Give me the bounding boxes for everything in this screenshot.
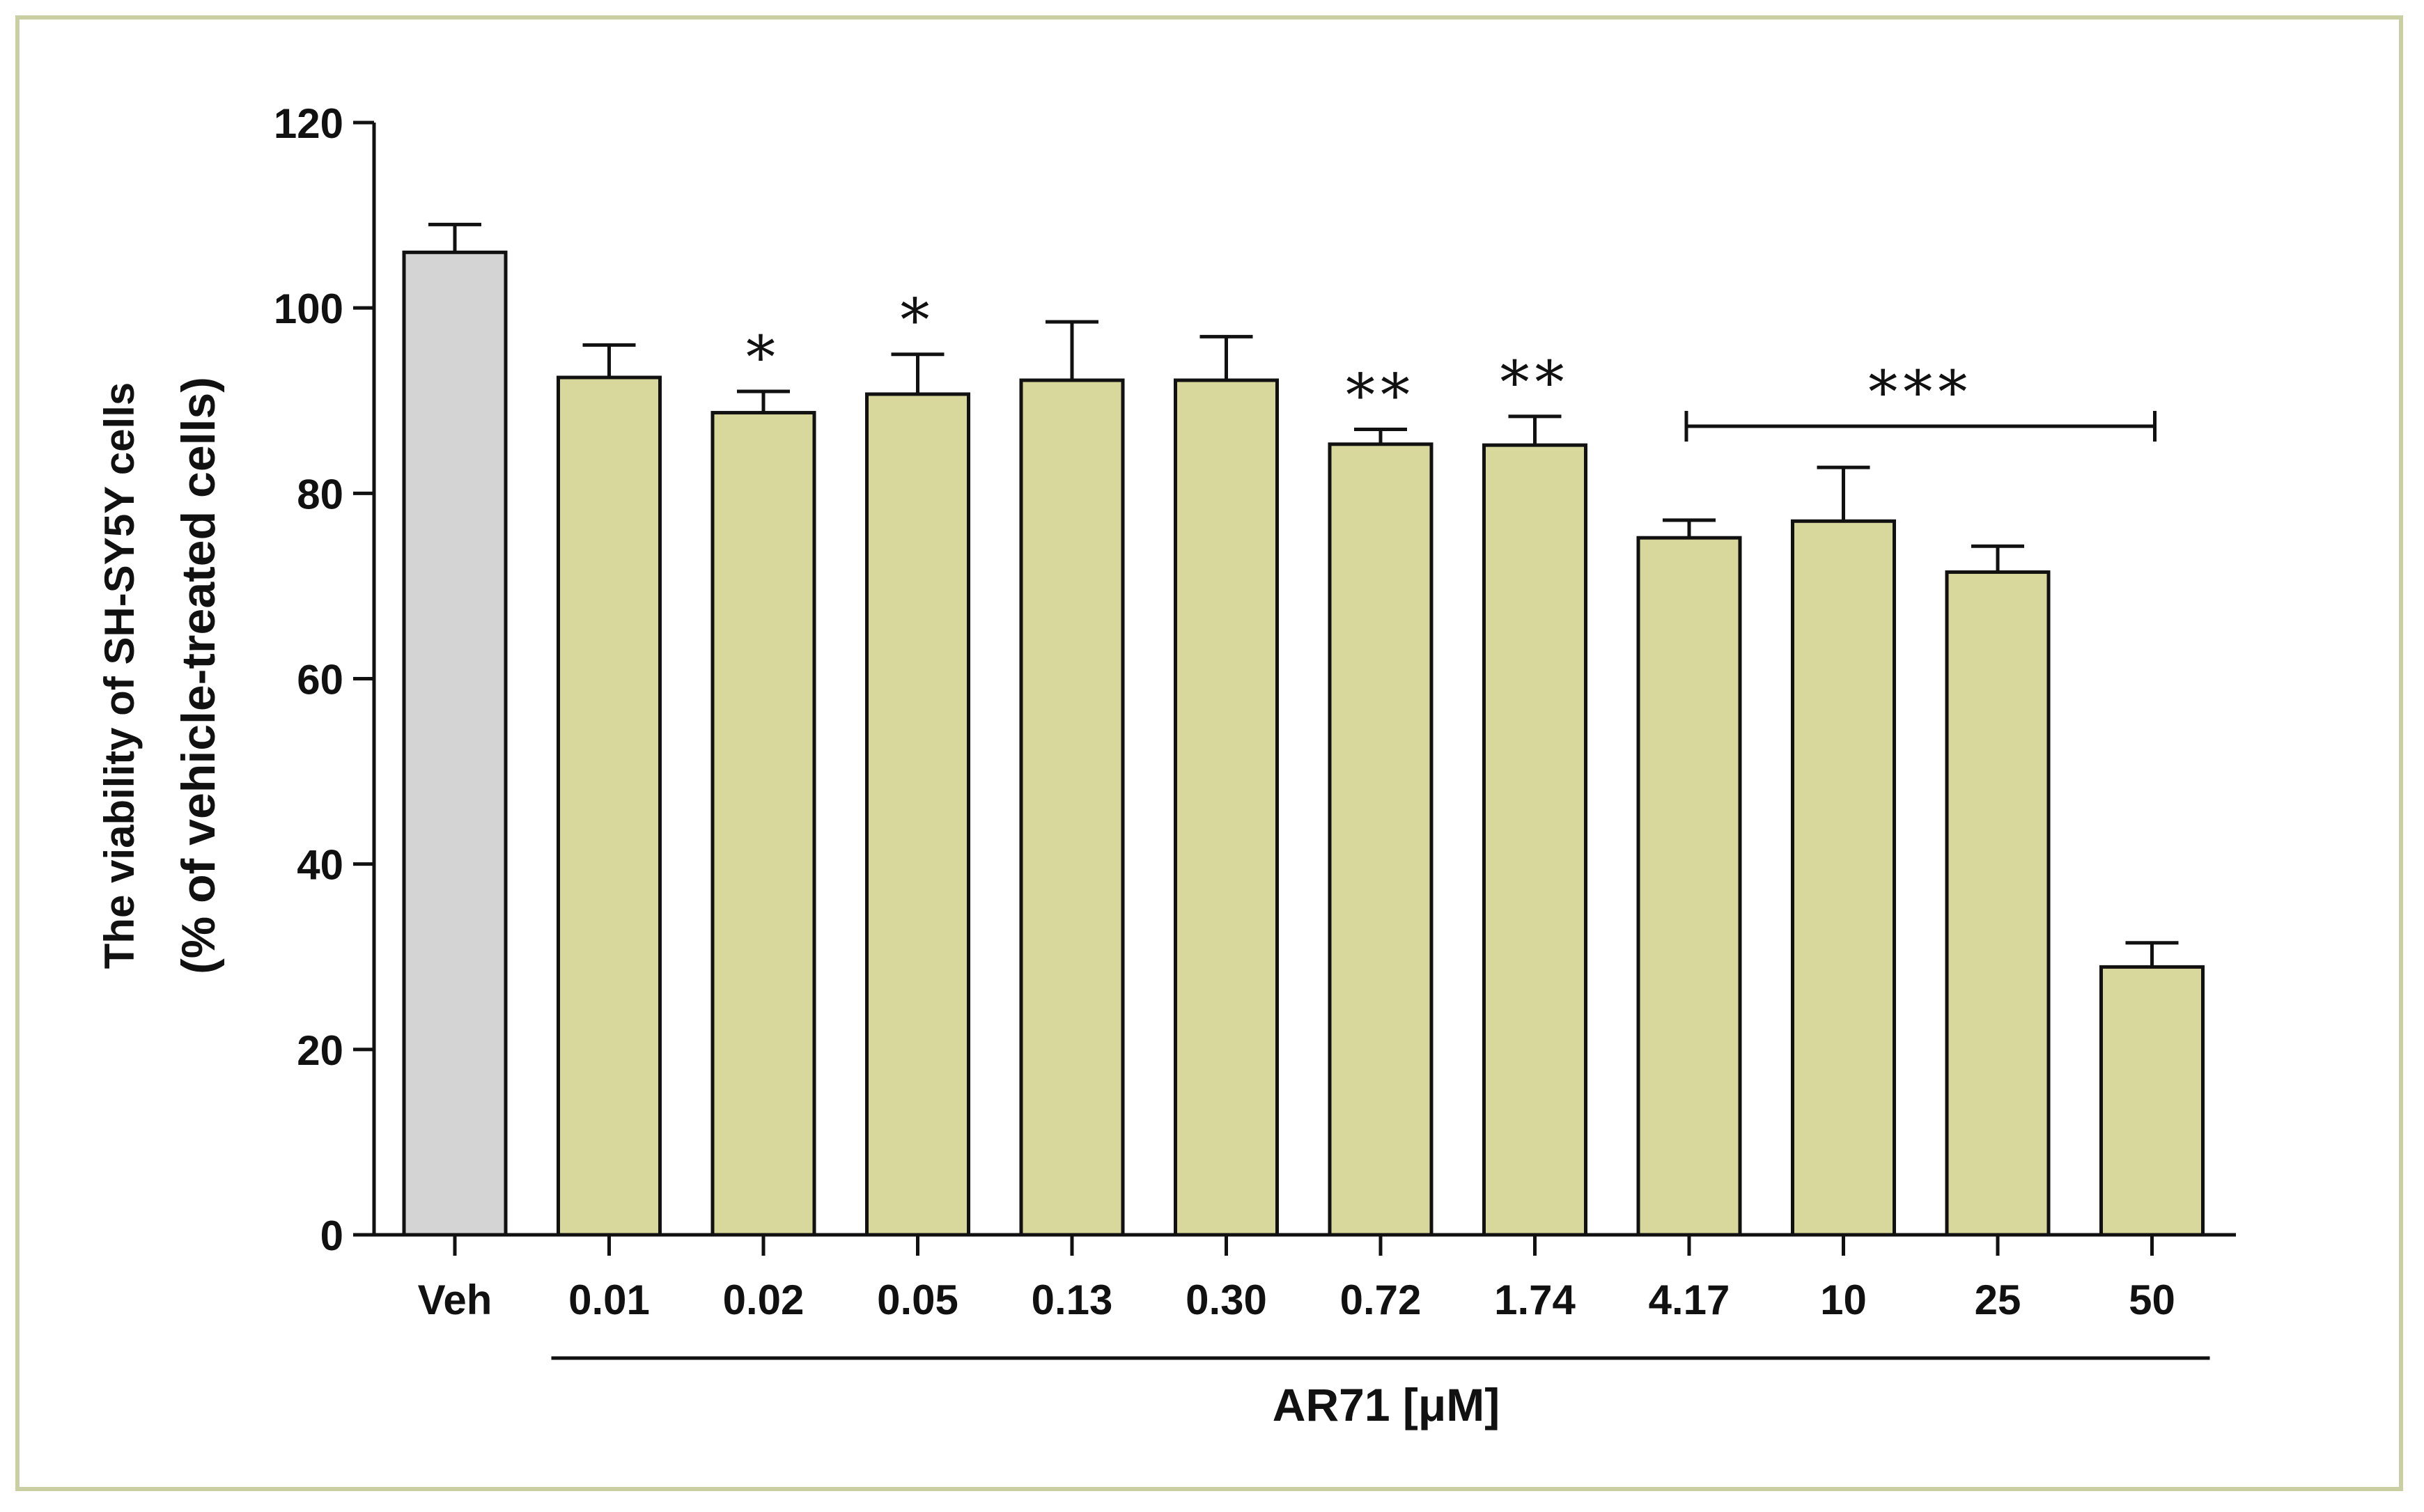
- significance-mark: *: [901, 286, 935, 354]
- bar-Veh: [402, 250, 508, 1237]
- bar-0.01: [557, 375, 662, 1237]
- y-axis-label-line1: The viability of SH-SY5Y cells: [96, 382, 143, 969]
- y-tick-label: 40: [297, 842, 343, 889]
- x-tick-label: 0.30: [1186, 1277, 1267, 1323]
- y-tick-label: 120: [274, 100, 343, 147]
- bars: [402, 222, 2205, 1237]
- axes: 0 20 40 60 80 100 120 Veh 0.01 0.02 0.05 0.13 0.30 0.…: [274, 100, 2236, 1323]
- y-axis-label-line2: (% of vehicle-treated cells): [172, 377, 225, 974]
- x-tick-label: 0.05: [877, 1277, 958, 1323]
- bar-10: [1791, 519, 1896, 1237]
- y-tick-label: 80: [297, 471, 343, 517]
- x-tick-label: 25: [1975, 1277, 2021, 1323]
- x-tick-label: 0.01: [568, 1277, 650, 1323]
- bar-0.05: [865, 392, 970, 1237]
- x-tick-label: 10: [1820, 1277, 1867, 1323]
- y-tick-label: 100: [274, 286, 343, 332]
- x-tick-label: 0.72: [1340, 1277, 1422, 1323]
- x-tick-label: 1.74: [1494, 1277, 1576, 1323]
- bar-4.17: [1636, 536, 1742, 1237]
- significance-mark: *: [746, 323, 781, 391]
- bar-0.72: [1328, 442, 1434, 1237]
- y-tick-label: 20: [297, 1027, 343, 1074]
- x-tick-label: 0.02: [723, 1277, 805, 1323]
- x-tick-label: 50: [2129, 1277, 2175, 1323]
- annotations: **** ** ***: [551, 286, 2210, 1360]
- bar-0.13: [1019, 378, 1125, 1237]
- y-tick-label: 60: [297, 657, 343, 703]
- x-axis-label: AR71 [μM]: [1273, 1379, 1500, 1431]
- significance-mark: **: [1346, 361, 1415, 430]
- bracket-significance-mark: ***: [1868, 358, 1973, 426]
- bar-25: [1945, 570, 2051, 1237]
- x-tick-label: Veh: [418, 1277, 492, 1323]
- bar-1.74: [1482, 443, 1587, 1237]
- bar-0.02: [710, 411, 816, 1237]
- y-tick-label: 0: [320, 1213, 343, 1259]
- significance-mark: **: [1500, 348, 1570, 416]
- bar-50: [2099, 965, 2205, 1237]
- x-tick-label: 4.17: [1649, 1277, 1730, 1323]
- bar-0.30: [1174, 378, 1279, 1237]
- x-tick-label: 0.13: [1032, 1277, 1113, 1323]
